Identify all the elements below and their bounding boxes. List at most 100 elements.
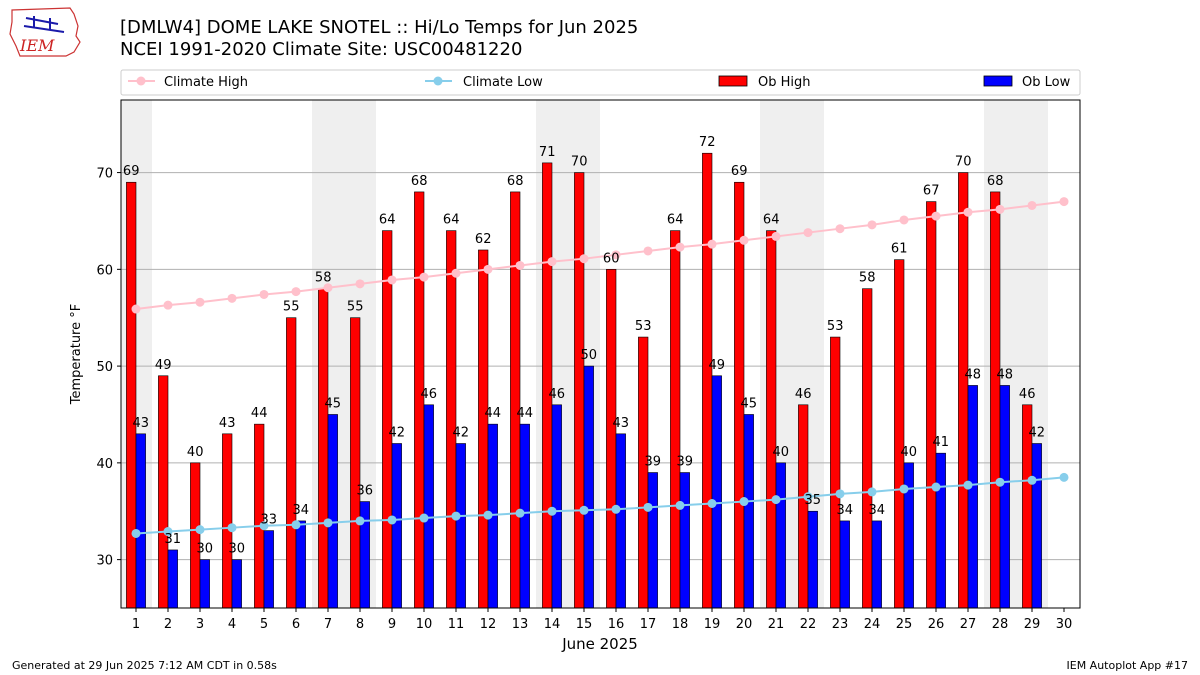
ob-high-bar-20 [734, 181, 745, 609]
legend-swatch-ob-low [983, 75, 1013, 87]
ob-low-bar-26 [935, 452, 946, 609]
ob-high-label-5: 44 [251, 406, 268, 421]
ob-low-bar-1 [135, 433, 146, 609]
y-tick-label-70: 70 [96, 167, 113, 182]
footer-generated: Generated at 29 Jun 2025 7:12 AM CDT in … [12, 659, 277, 672]
ob-low-label-18: 39 [677, 455, 694, 470]
ob-high-label-14: 71 [539, 145, 556, 160]
ob-high-bar-13 [510, 191, 521, 609]
climate-low-point-16 [611, 504, 621, 514]
climate-high-point-25 [899, 215, 909, 225]
climate-low-point-11 [451, 511, 461, 521]
climate-high-point-29 [1027, 200, 1037, 210]
y-tick-label-30: 30 [96, 554, 113, 569]
ob-low-bar-6 [295, 520, 306, 609]
ob-low-bar-22 [807, 510, 818, 609]
ob-low-label-9: 42 [389, 426, 406, 441]
ob-high-bar-6 [286, 317, 297, 609]
legend: Climate High Climate Low Ob High Ob Low [120, 69, 1081, 96]
ob-low-label-22: 35 [805, 493, 822, 508]
x-tick-label-27: 27 [960, 617, 977, 632]
x-tick-label-10: 10 [416, 617, 433, 632]
ob-low-label-21: 40 [773, 445, 790, 460]
climate-high-point-15 [579, 254, 589, 264]
climate-low-point-5 [259, 521, 269, 531]
ob-high-bar-21 [766, 230, 777, 609]
ob-high-label-10: 68 [411, 174, 428, 189]
climate-high-point-8 [355, 279, 365, 289]
ob-low-label-7: 45 [325, 396, 342, 411]
ob-low-label-5: 33 [261, 513, 278, 528]
climate-low-point-30 [1059, 472, 1069, 482]
climate-low-point-26 [931, 482, 941, 492]
ob-low-bar-20 [743, 414, 754, 609]
climate-low-point-15 [579, 505, 589, 515]
x-axis-title: June 2025 [561, 635, 638, 653]
legend-label-climate-high: Climate High [164, 75, 248, 90]
ob-high-label-17: 53 [635, 319, 652, 334]
ob-high-label-18: 64 [667, 213, 684, 228]
x-tick-label-6: 6 [292, 617, 300, 632]
ob-high-label-16: 60 [603, 251, 620, 266]
legend-swatch-ob-high [718, 75, 748, 87]
ob-high-bar-25 [894, 259, 905, 609]
ob-low-bar-14 [551, 404, 562, 609]
legend-label-climate-low: Climate Low [463, 75, 543, 90]
ob-high-bar-17 [638, 336, 649, 609]
ob-high-bar-9 [382, 230, 393, 609]
ob-high-label-23: 53 [827, 319, 844, 334]
y-tick-label-60: 60 [96, 263, 113, 278]
ob-high-bar-7 [318, 288, 329, 609]
x-axis-ticks: 1 2 3 4 5 6 7 8 9 10 11 12 13 14 15 16 17 18 19 20 21 22 23 24 2… [132, 608, 1072, 632]
x-tick-label-22: 22 [800, 617, 817, 632]
x-tick-label-1: 1 [132, 617, 140, 632]
ob-high-label-1: 69 [123, 164, 140, 179]
ob-high-bar-14 [542, 162, 553, 609]
x-tick-label-15: 15 [576, 617, 593, 632]
ob-high-bar-18 [670, 230, 681, 609]
climate-low-point-19 [707, 498, 717, 508]
x-tick-label-18: 18 [672, 617, 689, 632]
climate-low-point-3 [195, 525, 205, 535]
climate-low-point-29 [1027, 475, 1037, 485]
chart-title: [DMLW4] DOME LAKE SNOTEL :: Hi/Lo Temps … [120, 17, 639, 38]
x-tick-label-8: 8 [356, 617, 364, 632]
ob-low-bar-29 [1031, 443, 1042, 609]
y-axis-title: Temperature °F [69, 304, 84, 405]
x-tick-label-25: 25 [896, 617, 913, 632]
x-tick-label-28: 28 [992, 617, 1009, 632]
ob-high-label-9: 64 [379, 213, 396, 228]
climate-high-point-12 [483, 264, 493, 274]
ob-high-label-6: 55 [283, 300, 300, 315]
ob-low-bar-28 [999, 385, 1010, 609]
climate-low-point-22 [803, 492, 813, 502]
ob-low-bar-11 [455, 443, 466, 609]
climate-low-point-10 [419, 513, 429, 523]
ob-low-label-6: 34 [293, 503, 310, 518]
ob-low-label-24: 34 [869, 503, 886, 518]
ob-low-label-28: 48 [997, 367, 1014, 382]
ob-low-bar-19 [711, 375, 722, 609]
x-tick-label-4: 4 [228, 617, 236, 632]
x-tick-label-26: 26 [928, 617, 945, 632]
x-tick-label-14: 14 [544, 617, 561, 632]
climate-low-point-1 [131, 528, 141, 538]
y-tick-label-50: 50 [96, 360, 113, 375]
ob-low-label-8: 36 [357, 484, 374, 499]
chart-subtitle: NCEI 1991-2020 Climate Site: USC00481220 [120, 39, 523, 60]
ob-low-label-14: 46 [549, 387, 566, 402]
bar-value-labels: 69 43 49 31 40 30 43 30 44 33 55 34 58 45 55 36 64 42 68 46… [123, 135, 1045, 556]
x-tick-label-17: 17 [640, 617, 657, 632]
climate-high-point-1 [131, 304, 141, 314]
ob-high-label-7: 58 [315, 271, 332, 286]
ob-low-label-12: 44 [485, 406, 502, 421]
climate-low-point-4 [227, 523, 237, 533]
ob-low-bar-10 [423, 404, 434, 609]
ob-high-bar-8 [350, 317, 361, 609]
ob-low-bar-16 [615, 433, 626, 609]
ob-high-bar-16 [606, 269, 617, 609]
ob-high-bar-26 [926, 201, 937, 609]
ob-low-label-27: 48 [965, 367, 982, 382]
x-tick-label-16: 16 [608, 617, 625, 632]
ob-high-label-2: 49 [155, 358, 172, 373]
